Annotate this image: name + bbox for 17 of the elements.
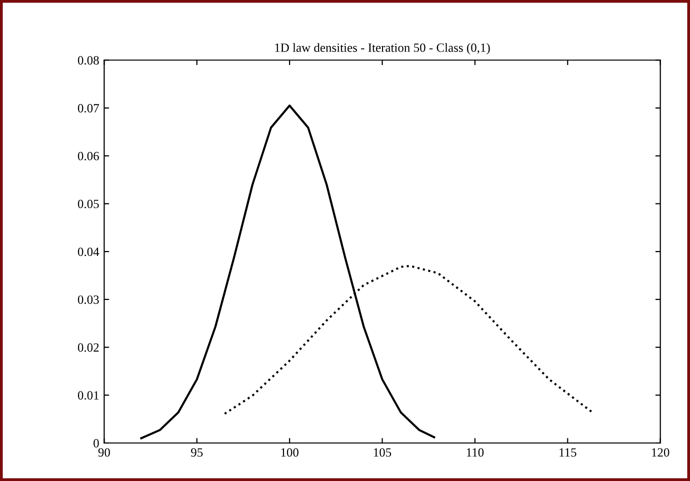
y-tick-label: 0.03 [78, 295, 99, 304]
x-tick-label: 95 [191, 448, 203, 457]
x-tick-label: 105 [374, 448, 392, 457]
y-tick-label: 0.06 [78, 152, 99, 160]
y-tick-label: 0.04 [78, 248, 100, 256]
x-tick-label: 120 [652, 448, 670, 457]
x-tick-label: 90 [98, 448, 110, 457]
y-tick-label: 0.08 [78, 56, 99, 65]
y-tick-label: 0.02 [78, 343, 99, 352]
x-tick-label: 110 [466, 448, 484, 457]
y-tick-label: 0.01 [78, 391, 99, 400]
x-tick-label: 100 [281, 448, 298, 457]
chart-title: 1D law densities - Iteration 50 - Class (0,1) [275, 43, 490, 54]
y-tick-label: 0 [94, 439, 99, 448]
y-tick-label: 0.05 [78, 200, 99, 208]
x-tick-label: 115 [560, 448, 576, 457]
y-tick-label: 0.07 [78, 104, 99, 112]
